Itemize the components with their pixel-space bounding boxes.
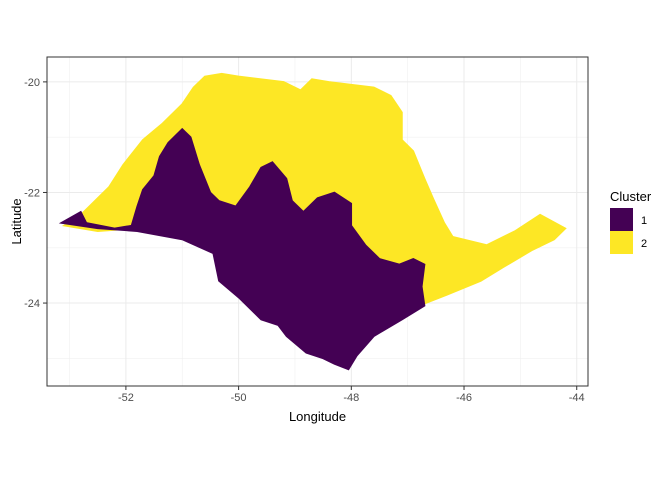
x-tick-label: -52 xyxy=(118,392,134,404)
cluster-regions xyxy=(58,72,567,371)
plot-panel xyxy=(46,56,589,387)
region-cluster-1 xyxy=(58,127,426,371)
legend-key-2 xyxy=(610,231,633,254)
x-tick-label: -46 xyxy=(456,392,472,404)
x-axis-title: Longitude xyxy=(289,409,346,424)
x-tick-label: -50 xyxy=(231,392,247,404)
legend-key-1 xyxy=(610,208,633,231)
legend-label-2: 2 xyxy=(641,238,647,250)
y-axis: -20 -22 -24 xyxy=(24,77,47,310)
y-tick-label: -22 xyxy=(24,187,40,199)
y-tick-label: -20 xyxy=(24,77,40,89)
x-axis: -52 -50 -48 -46 -44 xyxy=(118,386,585,404)
x-tick-label: -48 xyxy=(343,392,359,404)
y-tick-label: -24 xyxy=(24,298,40,310)
legend: Cluster 1 2 xyxy=(610,189,652,254)
panel-border xyxy=(46,56,589,387)
legend-label-1: 1 xyxy=(641,215,647,227)
legend-title: Cluster xyxy=(610,189,652,204)
x-tick-label: -44 xyxy=(569,392,585,404)
y-axis-title: Latitude xyxy=(9,198,24,244)
